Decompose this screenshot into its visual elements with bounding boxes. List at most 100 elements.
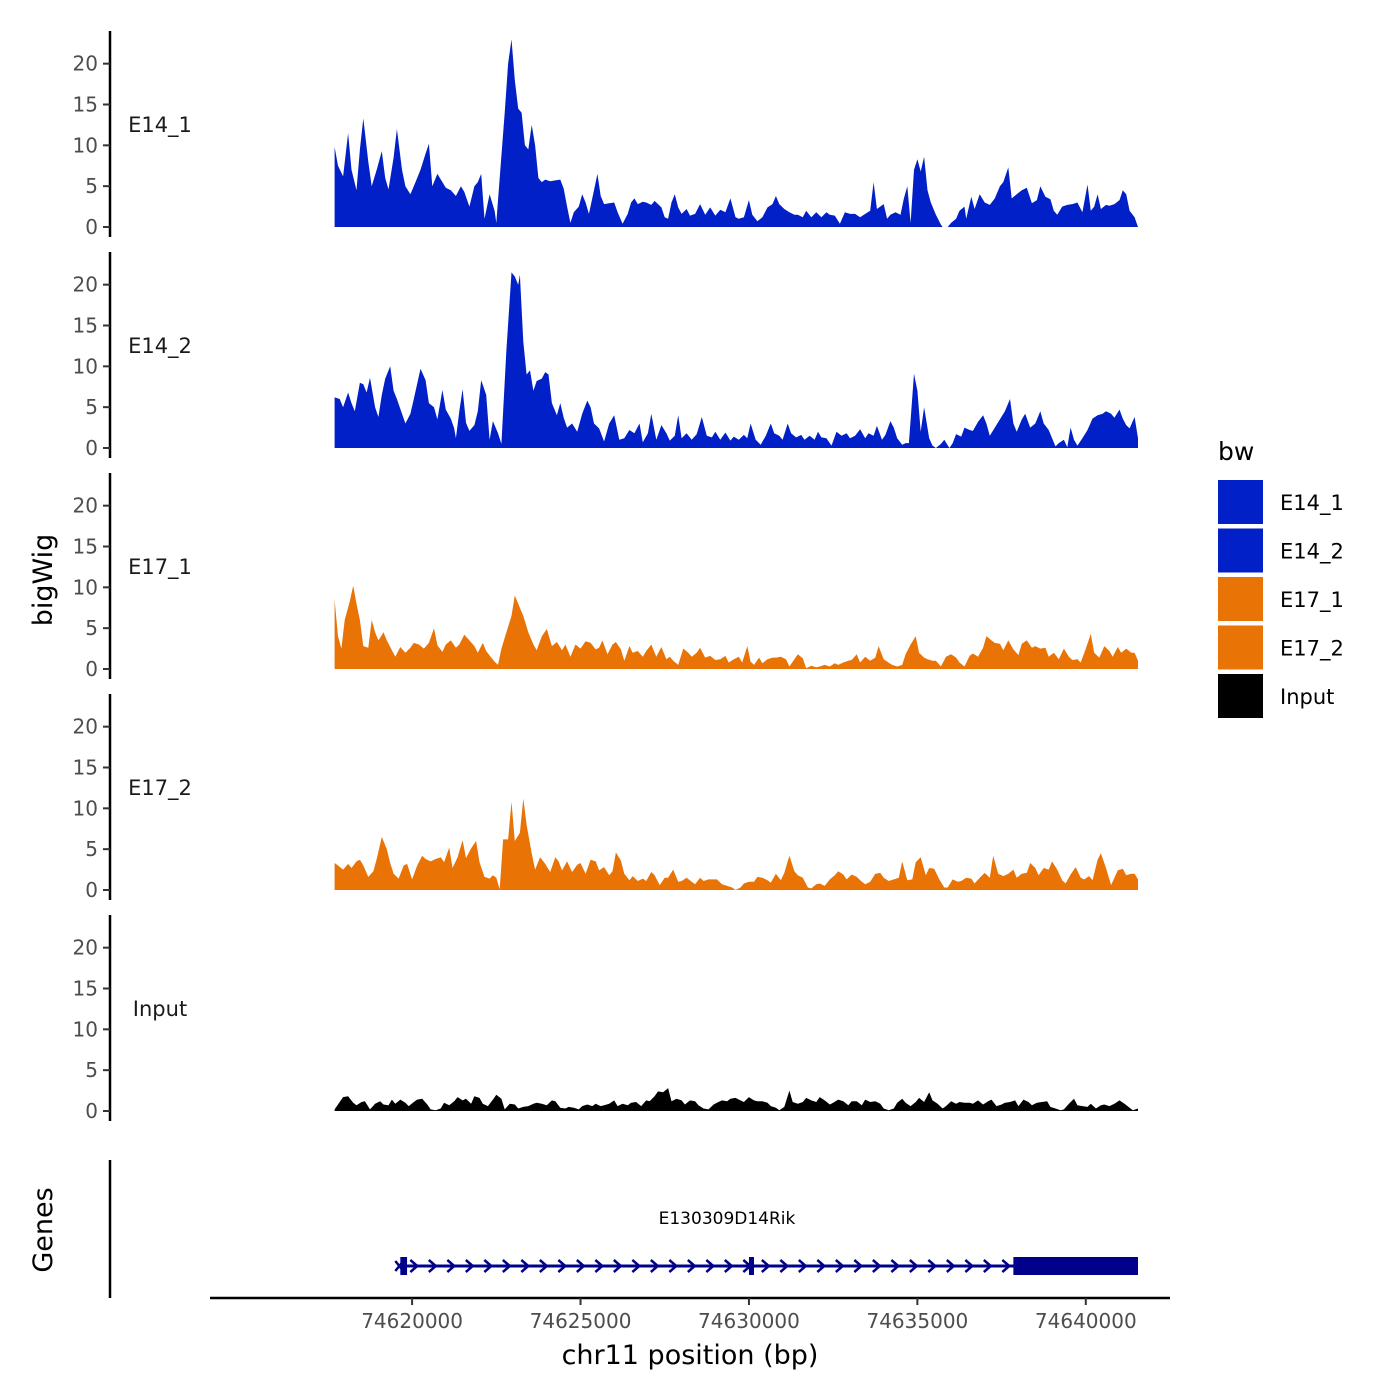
track-Input: 0 5 10 15 20 Input: [73, 915, 1139, 1123]
strand-arrow-icon: [483, 1259, 494, 1273]
y-tick-label: 5: [85, 837, 98, 861]
track-label: E17_1: [128, 555, 192, 580]
y-tick-label: 5: [85, 174, 98, 198]
track-E14_2: 0 5 10 15 20 E14_2: [73, 252, 1139, 460]
x-axis-title: chr11 position (bp): [562, 1340, 819, 1371]
signal-area-E17_1: [334, 585, 1139, 669]
x-axis: 74620000 74625000 74630000 74635000 74640000: [210, 1296, 1170, 1333]
strand-arrow-icon: [761, 1259, 771, 1273]
x-tick-label: 74640000: [1035, 1309, 1137, 1333]
y-tick-label: 15: [73, 535, 98, 559]
y-tick-label: 15: [73, 756, 98, 780]
strand-arrow-icon: [983, 1259, 993, 1273]
strand-arrow-icon: [724, 1259, 734, 1273]
strand-arrow-icon: [964, 1259, 975, 1273]
y-tick-label: 0: [85, 436, 98, 460]
genes-axis-title: Genes: [28, 1187, 59, 1272]
legend-key-E14_1: [1218, 480, 1263, 524]
track-E14_1: 0 5 10 15 20 E14_1: [73, 31, 1139, 239]
legend-label: E14_2: [1280, 540, 1344, 565]
track-E17_1: 0 5 10 15 20 E17_1: [73, 473, 1139, 681]
y-tick-label: 0: [85, 878, 98, 902]
signal-area-E14_1: [334, 39, 1139, 228]
strand-arrow-icon: [539, 1259, 549, 1273]
signal-area-Input: [334, 1088, 1139, 1111]
legend-label: E17_2: [1280, 637, 1344, 662]
y-tick-label: 15: [73, 977, 98, 1001]
x-tick-label: 74625000: [530, 1309, 632, 1333]
strand-arrow-icon: [835, 1259, 845, 1273]
strand-arrow-icon: [798, 1259, 808, 1273]
strand-arrow-icon: [465, 1259, 475, 1273]
y-tick-label: 5: [85, 616, 98, 640]
x-tick-label: 74620000: [361, 1309, 463, 1333]
legend-label: E14_1: [1280, 491, 1344, 516]
track-E17_2: 0 5 10 15 20 E17_2: [73, 694, 1139, 902]
y-tick-label: 10: [73, 1017, 98, 1041]
strand-arrow-icon: [705, 1259, 716, 1273]
strand-arrow-icon: [927, 1259, 938, 1273]
gene-name-label: E130309D14Rik: [659, 1209, 796, 1229]
strand-arrow-icon: [668, 1259, 679, 1273]
track-label: E14_2: [128, 334, 192, 359]
legend-key-E17_2: [1218, 625, 1263, 670]
strand-arrow-icon: [890, 1259, 901, 1273]
legend-label: Input: [1280, 685, 1334, 709]
strand-arrow-icon: [816, 1259, 827, 1273]
legend-key-E14_2: [1218, 528, 1263, 573]
strand-arrow-icon: [650, 1259, 660, 1273]
gene-track: E130309D14Rik: [108, 1160, 1138, 1298]
strand-arrow-icon: [576, 1259, 586, 1273]
y-tick-label: 0: [85, 657, 98, 681]
legend-title: bw: [1218, 437, 1254, 466]
strand-arrow-icon: [909, 1259, 919, 1273]
y-tick-label: 0: [85, 215, 98, 239]
gene-exon: [748, 1257, 754, 1275]
strand-arrow-icon: [946, 1259, 956, 1273]
y-tick-label: 10: [73, 133, 98, 157]
strand-arrow-icon: [872, 1259, 882, 1273]
strand-arrow-icon: [779, 1259, 790, 1273]
signal-tracks: 05101520E14_105101520E14_205101520E17_10…: [73, 31, 1139, 1123]
gene-exon: [1013, 1257, 1138, 1275]
strand-arrow-icon: [613, 1259, 623, 1273]
legend-key-Input: [1218, 674, 1263, 718]
y-tick-label: 20: [73, 52, 98, 76]
strand-arrow-icon: [594, 1259, 605, 1273]
strand-arrow-icon: [409, 1259, 420, 1273]
y-tick-label: 10: [73, 354, 98, 378]
legend: bw E14_1 E14_2 E17_1 E17_2 Input: [1218, 437, 1344, 718]
strand-arrow-icon: [502, 1259, 512, 1273]
signal-area-E17_2: [334, 798, 1139, 890]
y-tick-label: 15: [73, 93, 98, 117]
y-tick-label: 20: [73, 494, 98, 518]
strand-arrow-icon: [631, 1259, 642, 1273]
y-tick-label: 20: [73, 273, 98, 297]
strand-arrow-icon: [428, 1259, 438, 1273]
strand-arrow-icon: [557, 1259, 568, 1273]
y-tick-label: 5: [85, 395, 98, 419]
strand-arrow-icon: [853, 1259, 864, 1273]
y-tick-label: 5: [85, 1058, 98, 1082]
x-tick-label: 74635000: [866, 1309, 968, 1333]
strand-arrow-icon: [446, 1259, 457, 1273]
y-tick-label: 10: [73, 796, 98, 820]
gene-exon: [400, 1257, 408, 1275]
y-axis-title: bigWig: [28, 534, 59, 627]
strand-arrow-icon: [687, 1259, 697, 1273]
y-tick-label: 10: [73, 575, 98, 599]
track-label: Input: [133, 997, 187, 1021]
y-tick-label: 20: [73, 715, 98, 739]
legend-label: E17_1: [1280, 588, 1344, 613]
y-tick-label: 15: [73, 314, 98, 338]
track-label: E17_2: [128, 776, 192, 801]
x-tick-label: 74630000: [698, 1309, 800, 1333]
strand-arrow-icon: [520, 1259, 531, 1273]
legend-key-E17_1: [1218, 577, 1263, 621]
signal-area-E14_2: [334, 272, 1139, 448]
strand-arrow-icon: [1001, 1259, 1012, 1273]
y-tick-label: 20: [73, 936, 98, 960]
track-label: E14_1: [128, 113, 192, 138]
y-tick-label: 0: [85, 1099, 98, 1123]
